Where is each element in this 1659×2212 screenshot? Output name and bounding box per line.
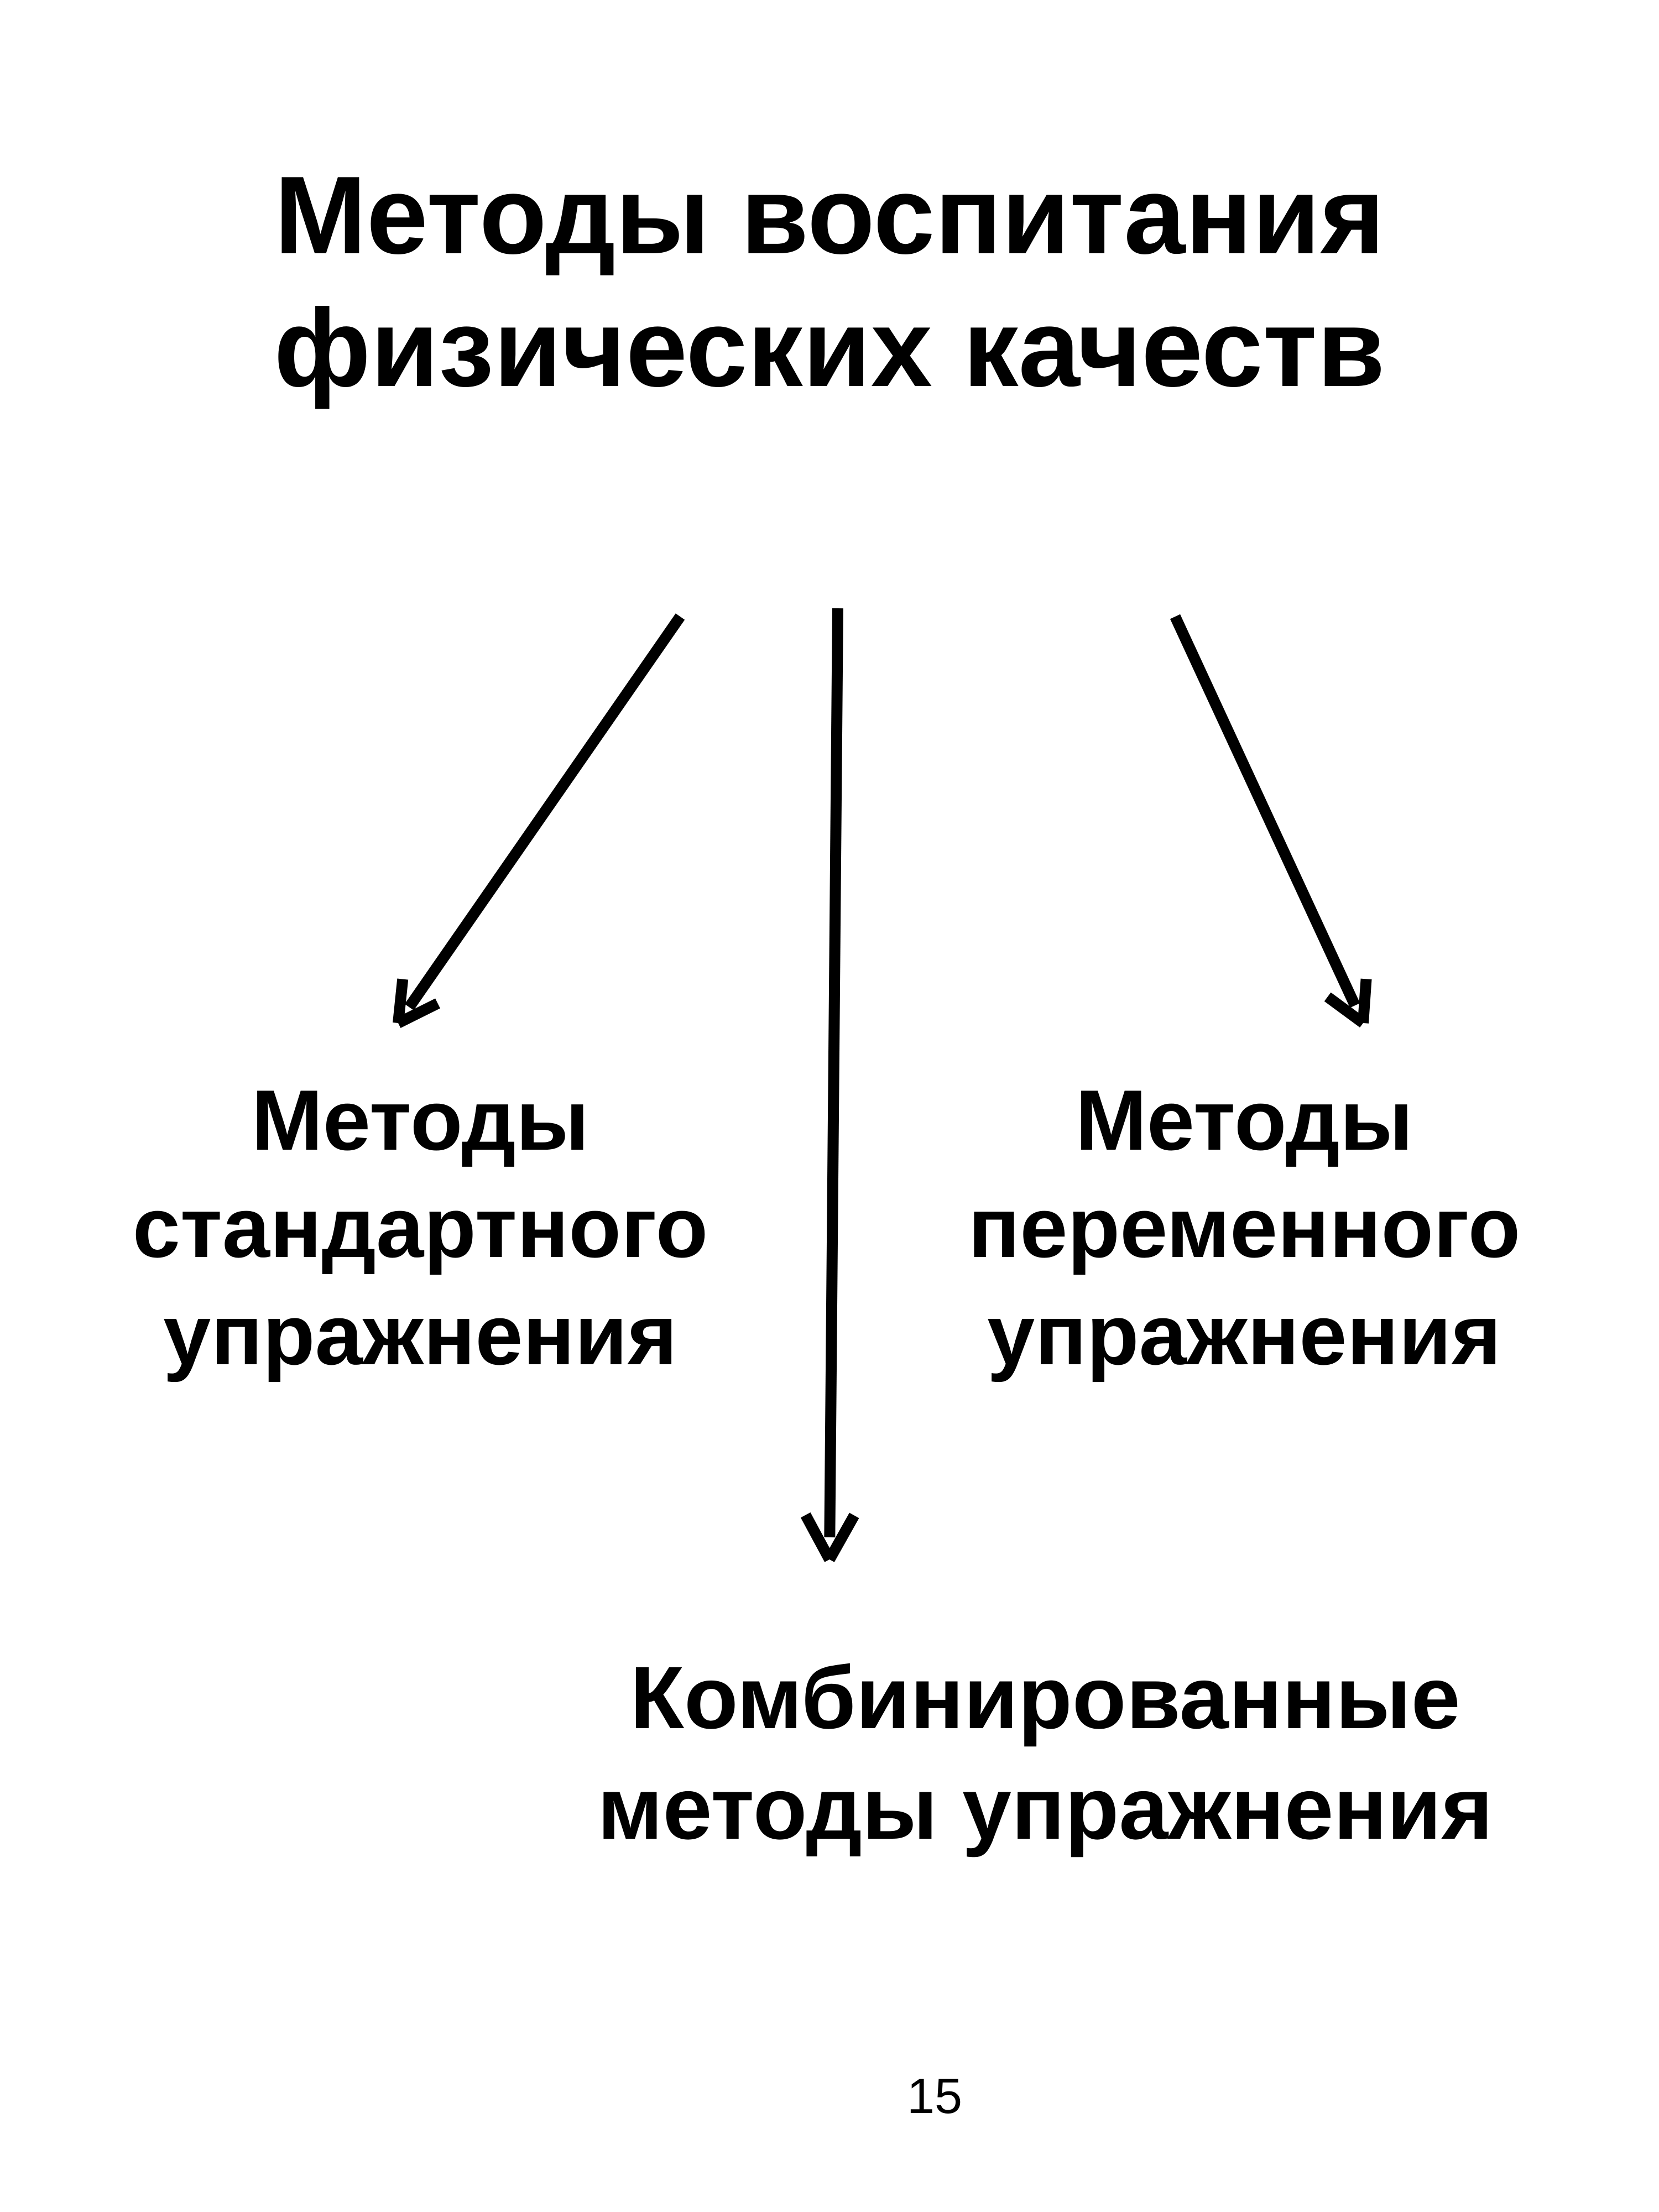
arrow-center-icon — [806, 608, 854, 1559]
child-right-label: Методы переменного упражнения — [912, 1067, 1576, 1388]
child-bottom-label: Комбинированные методы упражнения — [520, 1642, 1571, 1864]
page-number: 15 — [907, 2068, 962, 2125]
diagram-title: Методы воспитания физических качеств — [138, 149, 1521, 415]
child-left-label: Методы стандартного упражнения — [88, 1067, 752, 1388]
arrow-left-icon — [398, 617, 680, 1023]
arrow-right-icon — [1175, 617, 1366, 1023]
